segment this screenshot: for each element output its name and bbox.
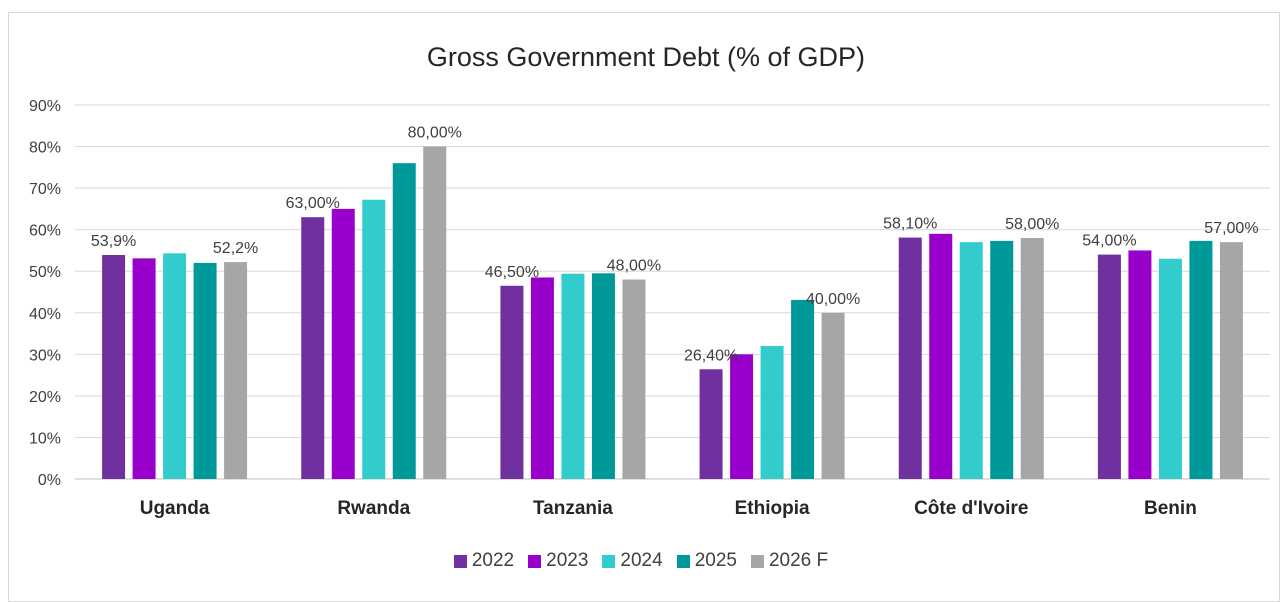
legend-label: 2026 F <box>768 550 829 571</box>
legend-label: 2022 <box>471 550 515 571</box>
bar <box>821 312 845 479</box>
bar <box>362 199 386 479</box>
legend-swatch <box>676 554 690 568</box>
legend-swatch <box>602 554 616 568</box>
bar <box>163 253 187 479</box>
bar <box>959 242 983 479</box>
bar <box>929 233 953 479</box>
bar <box>500 285 524 479</box>
data-label: 52,2% <box>213 240 258 257</box>
legend-label: 2024 <box>620 550 663 571</box>
x-category-label: Rwanda <box>337 498 410 519</box>
y-axis: 0% 10% 20% 30% 40% 50% 60% 70% 80% 90% <box>29 98 61 489</box>
chart-title: Gross Government Debt (% of GDP) <box>427 42 865 72</box>
y-tick-label: 0% <box>38 472 61 489</box>
y-tick-label: 60% <box>29 223 61 240</box>
y-tick-label: 90% <box>29 98 61 115</box>
bar <box>898 237 922 479</box>
x-category-label: Benin <box>1144 498 1197 519</box>
legend-swatch <box>453 554 467 568</box>
y-tick-label: 50% <box>29 264 61 281</box>
bar <box>224 262 248 479</box>
bar <box>699 369 723 479</box>
bar <box>193 262 217 479</box>
bar <box>990 240 1014 479</box>
y-tick-label: 10% <box>29 430 61 447</box>
legend-item: 2023 <box>528 550 588 572</box>
bar <box>423 146 447 480</box>
legend-label: 2023 <box>546 550 589 571</box>
bar <box>331 208 355 479</box>
data-label: 58,00% <box>1005 216 1059 233</box>
bars <box>102 146 1243 480</box>
y-tick-label: 20% <box>29 389 61 406</box>
bar <box>132 258 156 479</box>
bar <box>1158 258 1182 479</box>
y-tick-label: 40% <box>29 306 61 323</box>
data-label: 63,00% <box>286 195 340 212</box>
bar <box>1128 250 1152 479</box>
legend-item: 2025 <box>676 550 737 572</box>
bar <box>622 279 646 479</box>
data-label: 46,50% <box>485 264 539 281</box>
data-label: 48,00% <box>607 258 661 275</box>
gridlines <box>75 104 1270 480</box>
x-category-label: Côte d'Ivoire <box>914 498 1028 519</box>
data-labels: 53,9% 52,2% 63,00% 80,00% 46,50% 48,00% 26,40%… <box>91 125 1259 365</box>
x-axis: Uganda Rwanda Tanzania Ethiopia Côte d'Ivoir… <box>140 498 1197 519</box>
data-label: 57,00% <box>1204 220 1258 237</box>
legend: 2022 2023 2024 2025 2026 F <box>0 550 1282 572</box>
x-category-label: Ethiopia <box>735 498 810 519</box>
data-label: 40,00% <box>806 291 860 308</box>
bar <box>730 354 754 479</box>
bar <box>530 277 554 479</box>
y-tick-label: 80% <box>29 140 61 157</box>
bar <box>1020 237 1044 479</box>
data-label: 26,40% <box>684 347 738 364</box>
bar <box>102 255 126 479</box>
bar <box>760 346 784 479</box>
legend-swatch <box>528 554 542 568</box>
bar <box>392 163 416 479</box>
legend-item: 2022 <box>453 550 515 572</box>
data-label: 80,00% <box>408 125 462 142</box>
data-label: 53,9% <box>91 233 136 250</box>
bar <box>561 273 585 479</box>
x-category-label: Tanzania <box>533 498 613 519</box>
bar <box>791 299 815 479</box>
bar <box>301 217 325 479</box>
legend-swatch <box>750 554 764 568</box>
y-tick-label: 70% <box>29 181 61 198</box>
bar <box>1189 240 1213 479</box>
legend-item: 2026 F <box>750 550 829 572</box>
data-label: 58,10% <box>883 216 937 233</box>
bar <box>1219 242 1243 479</box>
bar <box>1097 254 1121 479</box>
x-category-label: Uganda <box>140 498 210 519</box>
legend-item: 2024 <box>602 550 663 572</box>
y-tick-label: 30% <box>29 347 61 364</box>
data-label: 54,00% <box>1082 233 1136 250</box>
bar <box>591 273 615 479</box>
legend-label: 2025 <box>694 550 737 571</box>
